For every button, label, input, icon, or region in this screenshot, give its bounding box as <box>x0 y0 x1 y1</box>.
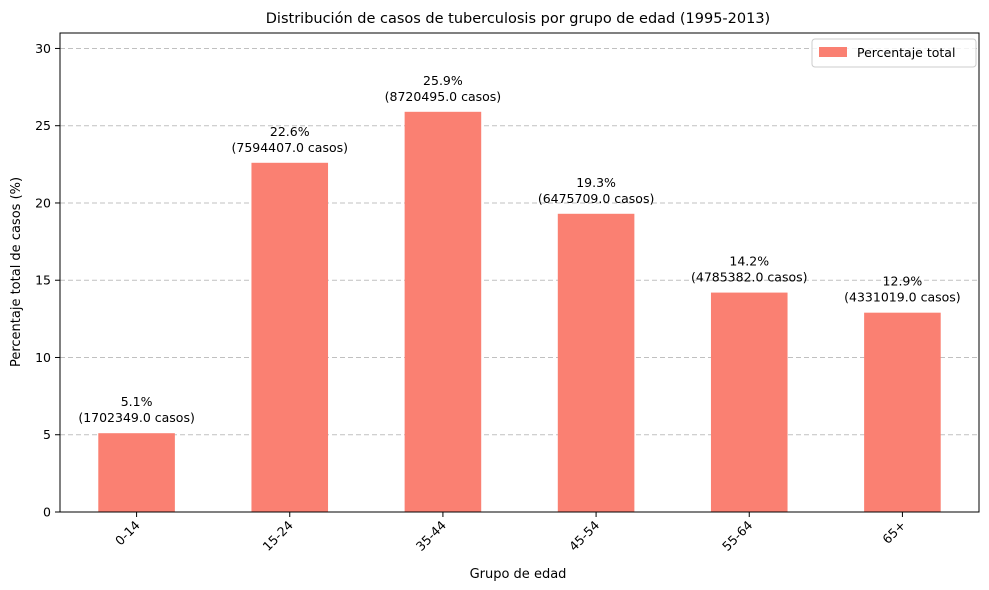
legend-box <box>811 38 977 68</box>
y-axis-label: Percentaje total de casos (%) <box>9 177 24 367</box>
legend: Percentaje total <box>811 38 977 68</box>
bar <box>404 111 482 512</box>
bar-label-cases: (6475709.0 casos) <box>538 191 655 206</box>
bar-label-cases: (4785382.0 casos) <box>691 270 808 285</box>
bar-label-percent: 22.6% <box>270 124 310 139</box>
bar-label-cases: (8720495.0 casos) <box>385 89 502 104</box>
bar-label-percent: 19.3% <box>576 175 616 190</box>
x-tick-label: 45-54 <box>566 517 602 553</box>
y-tick-label: 30 <box>35 41 51 56</box>
data-labels: 5.1%(1702349.0 casos) 22.6%(7594407.0 cas… <box>78 73 960 425</box>
x-axis: 0-14 15-24 35-44 45-54 55-64 65+ <box>112 512 909 554</box>
bar-label-percent: 5.1% <box>121 394 153 409</box>
x-tick-label: 0-14 <box>112 517 143 548</box>
bar <box>710 292 788 512</box>
y-tick-label: 10 <box>35 350 51 365</box>
bar-label-percent: 25.9% <box>423 73 463 88</box>
y-tick-label: 5 <box>43 427 51 442</box>
bar <box>98 433 175 512</box>
bar-label-percent: 12.9% <box>883 274 923 289</box>
x-axis-label: Grupo de edad <box>470 567 567 582</box>
bar-label-cases: (4331019.0 casos) <box>844 290 961 305</box>
x-tick-label: 35-44 <box>413 517 449 553</box>
y-axis: 0 5 10 15 20 25 30 <box>35 41 60 520</box>
chart-title: Distribución de casos de tuberculosis po… <box>266 11 770 27</box>
y-tick-label: 15 <box>35 273 51 288</box>
legend-label: Percentaje total <box>857 45 955 60</box>
y-tick-label: 25 <box>35 118 51 133</box>
legend-swatch <box>819 47 847 57</box>
bars <box>98 111 941 512</box>
bar-label-cases: (7594407.0 casos) <box>231 140 348 155</box>
bar <box>864 312 941 512</box>
bar-label-percent: 14.2% <box>729 254 769 269</box>
plot-frame <box>59 32 980 513</box>
x-tick-label: 15-24 <box>260 517 296 553</box>
x-tick-label: 55-64 <box>719 517 755 553</box>
x-tick-label: 65+ <box>879 518 908 547</box>
y-tick-label: 0 <box>43 505 51 520</box>
bar-label-cases: (1702349.0 casos) <box>78 410 195 425</box>
gridlines <box>60 47 979 436</box>
bar <box>557 213 635 512</box>
bar <box>251 162 329 512</box>
y-tick-label: 20 <box>35 195 51 210</box>
